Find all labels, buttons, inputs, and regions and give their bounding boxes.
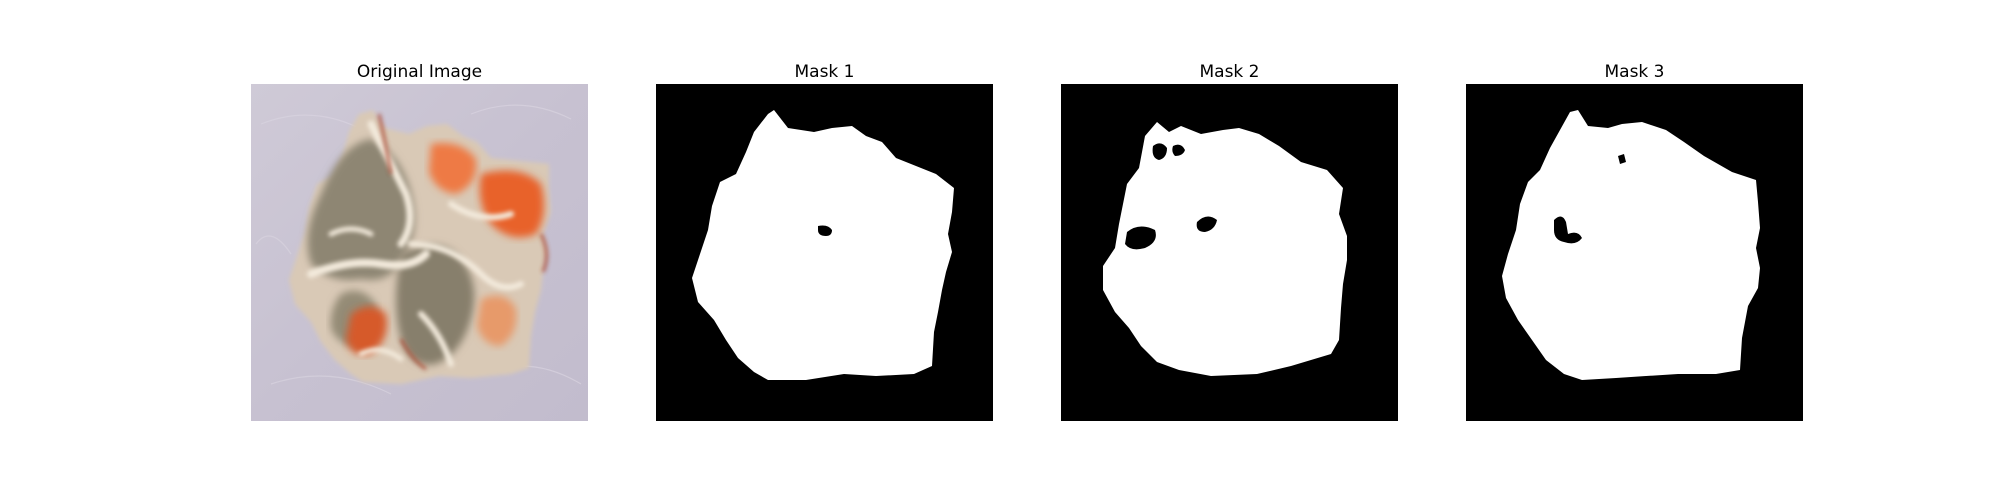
panel-title: Mask 3 xyxy=(1604,62,1665,82)
original-image xyxy=(251,84,588,421)
mask-region xyxy=(692,110,954,380)
lesion-orange-region xyxy=(479,170,545,238)
mask-region xyxy=(1502,110,1760,380)
lesion-orange-region xyxy=(477,295,517,346)
mask-region xyxy=(1103,122,1347,376)
mask-3-frame xyxy=(1466,84,1803,421)
lesion-olive-region xyxy=(396,245,475,365)
mask-3-image xyxy=(1466,84,1803,421)
mask-2-image xyxy=(1061,84,1398,421)
panel-title: Original Image xyxy=(356,62,483,82)
lesion-orange-region xyxy=(429,143,477,194)
panel-title: Mask 2 xyxy=(1199,62,1260,82)
panel-title: Mask 1 xyxy=(794,62,855,82)
mask-2-frame xyxy=(1061,84,1398,421)
mask-2-panel: Mask 2 xyxy=(1061,60,1398,422)
lesion-red-edges xyxy=(377,113,548,371)
mask-1-panel: Mask 1 xyxy=(656,60,993,422)
mask-1-frame xyxy=(656,84,993,421)
lesion-olive-region xyxy=(307,139,415,280)
mask-3-panel: Mask 3 xyxy=(1466,60,1803,422)
original-image-frame xyxy=(251,84,588,421)
lesion-cream-swirls xyxy=(307,120,524,367)
lesion-orange-region xyxy=(346,306,387,355)
original-image-panel: Original Image xyxy=(251,60,588,422)
mask-1-image xyxy=(656,84,993,421)
